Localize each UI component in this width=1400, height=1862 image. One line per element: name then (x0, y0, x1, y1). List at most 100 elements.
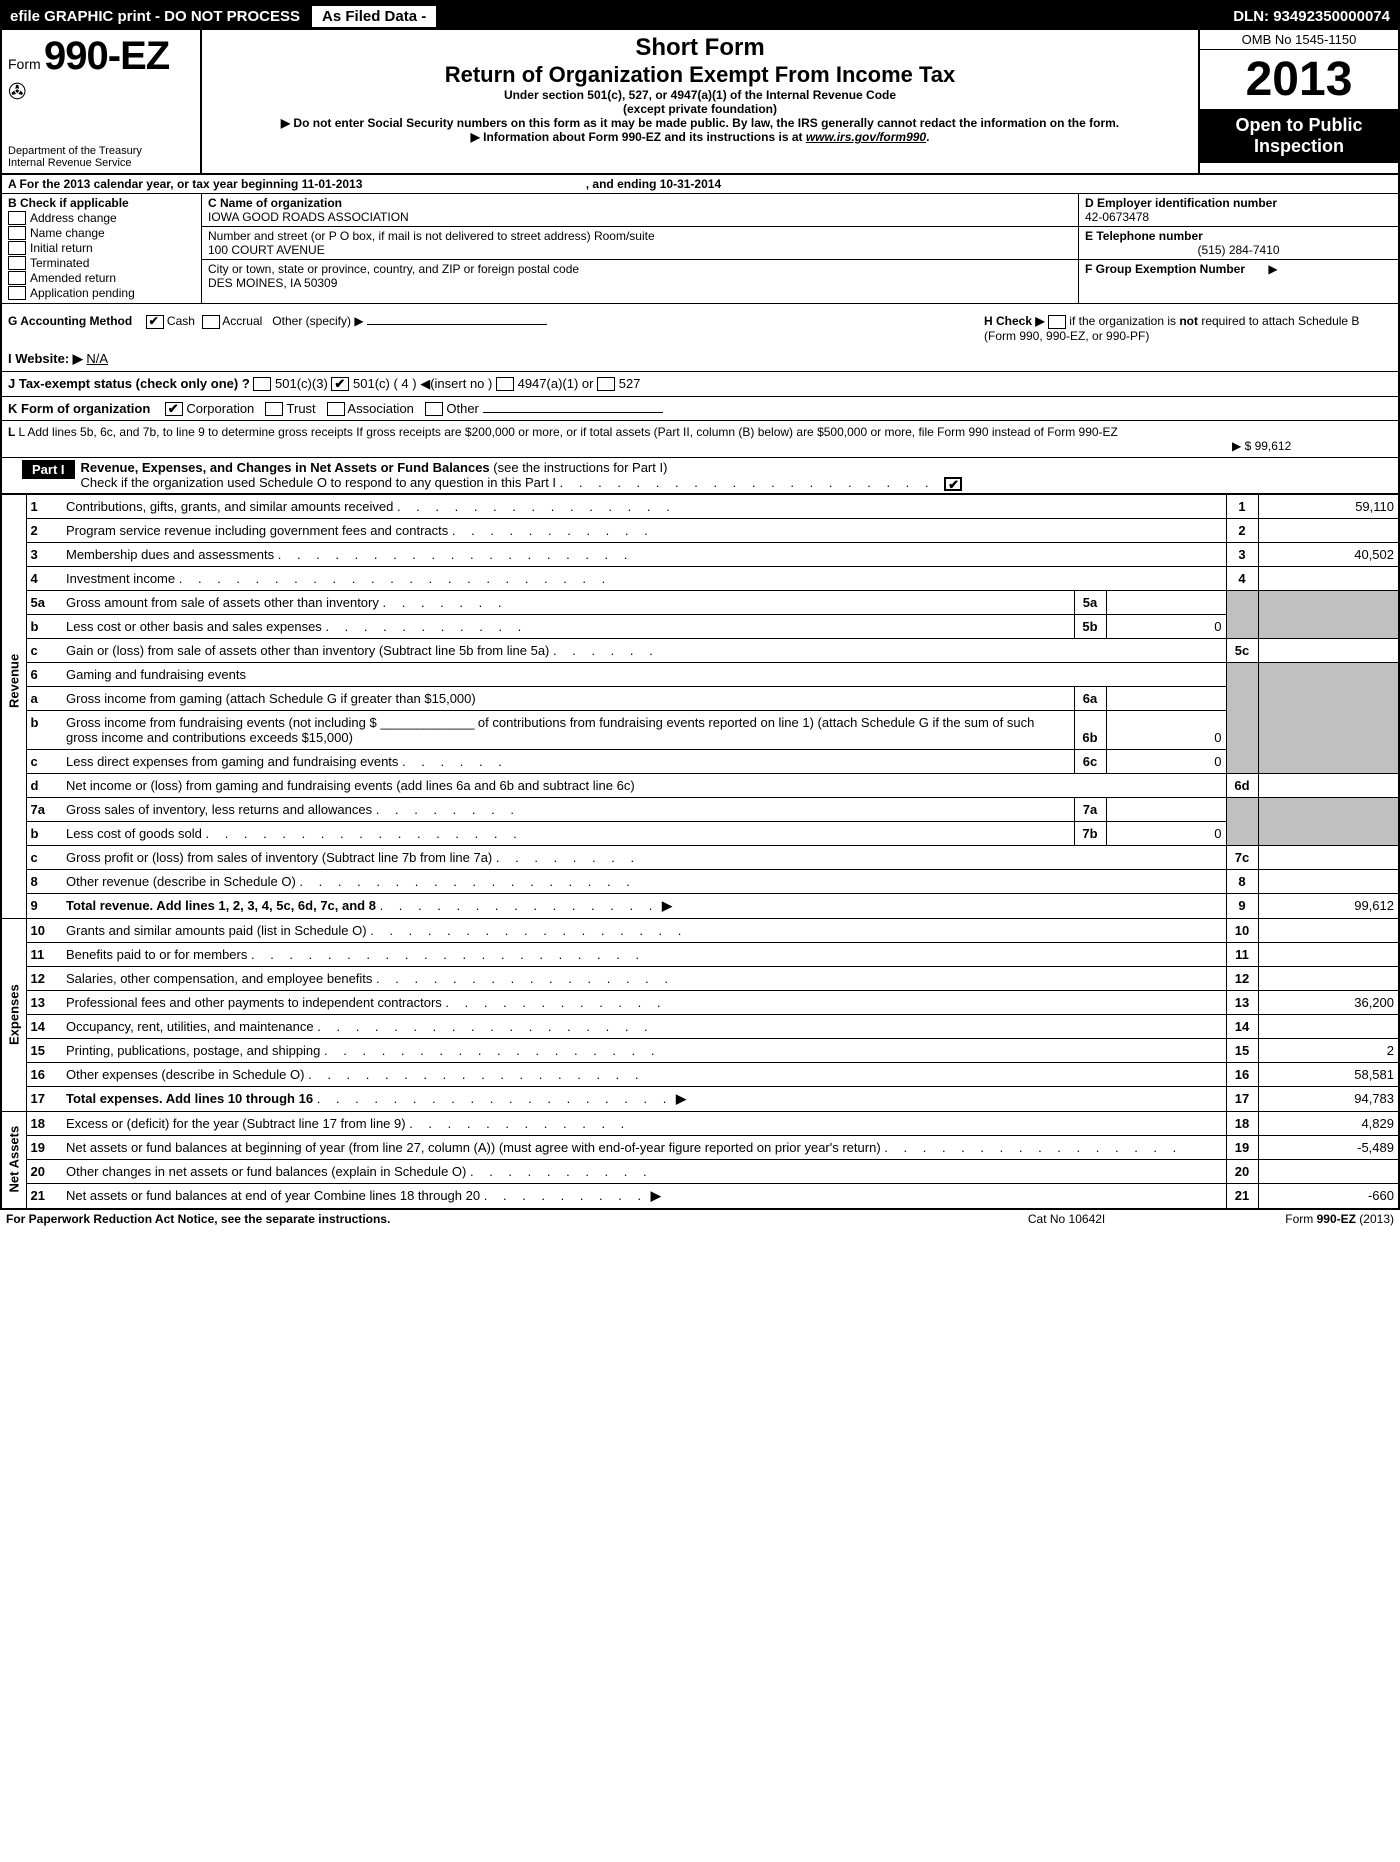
i-value: N/A (86, 351, 108, 366)
header-right: OMB No 1545-1150 2013 Open to Public Ins… (1198, 30, 1398, 173)
no-11: 11 (1226, 942, 1258, 966)
title-ssn-warning: ▶ Do not enter Social Security numbers o… (210, 116, 1190, 130)
k-label: K Form of organization (8, 401, 150, 416)
chk-h[interactable] (1048, 315, 1066, 329)
desc-5a: Gross amount from sale of assets other t… (66, 595, 379, 610)
row-l: L L Add lines 5b, 6c, and 7b, to line 9 … (2, 421, 1398, 458)
lbl-initial-return: Initial return (30, 241, 93, 255)
k-other-blank[interactable] (483, 412, 663, 413)
side-rev-end (2, 893, 26, 918)
chk-corp[interactable] (165, 402, 183, 416)
chk-accrual[interactable] (202, 315, 220, 329)
no-14: 14 (1226, 1014, 1258, 1038)
val-1: 59,110 (1258, 494, 1398, 518)
irs-seal-icon: ✇ (8, 79, 194, 105)
d-tel-value: (515) 284-7410 (1085, 243, 1392, 257)
lbl-assoc: Association (347, 401, 413, 416)
l-text: L Add lines 5b, 6c, and 7b, to line 9 to… (18, 425, 1117, 439)
ln-18: 18 (26, 1111, 62, 1135)
chk-4947[interactable] (496, 377, 514, 391)
header-center: Short Form Return of Organization Exempt… (202, 30, 1198, 173)
part1-header: Part I Revenue, Expenses, and Changes in… (2, 458, 1398, 494)
col-d-numbers: D Employer identification number 42-0673… (1078, 194, 1398, 303)
no-4: 4 (1226, 566, 1258, 590)
g-label: G Accounting Method (8, 314, 132, 328)
chk-cash[interactable] (146, 315, 164, 329)
desc-18: Excess or (deficit) for the year (Subtra… (66, 1116, 406, 1131)
section-gh: G Accounting Method Cash Accrual Other (… (2, 304, 1398, 347)
j-label: J Tax-exempt status (check only one) ? (8, 376, 250, 391)
chk-name-change[interactable] (8, 226, 26, 240)
chk-schedule-o[interactable] (944, 477, 962, 491)
row-j-status: J Tax-exempt status (check only one) ? 5… (2, 372, 1398, 397)
chk-501c3[interactable] (253, 377, 271, 391)
ln-7b: b (26, 821, 62, 845)
ln-6c: c (26, 749, 62, 773)
chk-527[interactable] (597, 377, 615, 391)
no-13: 13 (1226, 990, 1258, 1014)
desc-6d: Net income or (loss) from gaming and fun… (66, 778, 635, 793)
chk-terminated[interactable] (8, 256, 26, 270)
ln-15: 15 (26, 1038, 62, 1062)
d-ein-value: 42-0673478 (1085, 210, 1392, 224)
form-prefix: Form (8, 56, 41, 72)
part1-table: Revenue 1 Contributions, gifts, grants, … (2, 494, 1398, 1208)
desc-7c: Gross profit or (loss) from sales of inv… (66, 850, 492, 865)
val-7c (1258, 845, 1398, 869)
chk-app-pending[interactable] (8, 286, 26, 300)
form-990ez-page: efile GRAPHIC print - DO NOT PROCESS As … (0, 0, 1400, 1210)
chk-other-org[interactable] (425, 402, 443, 416)
sv-6c: 0 (1106, 749, 1226, 773)
chk-trust[interactable] (265, 402, 283, 416)
lbl-accrual: Accrual (222, 314, 262, 328)
sv-7b: 0 (1106, 821, 1226, 845)
ln-5a: 5a (26, 590, 62, 614)
val-18: 4,829 (1258, 1111, 1398, 1135)
chk-501c[interactable] (331, 377, 349, 391)
no-3: 3 (1226, 542, 1258, 566)
sv-6a (1106, 686, 1226, 710)
part1-sub: (see the instructions for Part I) (493, 460, 667, 475)
desc-11: Benefits paid to or for members (66, 947, 247, 962)
d-ein-label: D Employer identification number (1085, 196, 1392, 210)
no-5c: 5c (1226, 638, 1258, 662)
chk-amended[interactable] (8, 271, 26, 285)
lbl-name-change: Name change (30, 226, 105, 240)
lbl-4947: 4947(a)(1) or (518, 376, 594, 391)
chk-assoc[interactable] (327, 402, 345, 416)
lbl-other-org: Other (446, 401, 479, 416)
desc-15: Printing, publications, postage, and shi… (66, 1043, 320, 1058)
grey-6 (1226, 662, 1258, 773)
g-other-blank[interactable] (367, 324, 547, 325)
row-i-website: I Website: ▶ N/A (2, 347, 1398, 372)
part1-dots: . . . . . . . . . . . . . . . . . . . . (560, 475, 944, 490)
side-rev-cont (2, 869, 26, 893)
sn-7a: 7a (1074, 797, 1106, 821)
ln-10: 10 (26, 918, 62, 942)
sn-6b: 6b (1074, 710, 1106, 749)
chk-initial-return[interactable] (8, 241, 26, 255)
grey-7v (1258, 797, 1398, 845)
no-9: 9 (1226, 893, 1258, 918)
as-filed-label: As Filed Data - (310, 4, 438, 29)
val-11 (1258, 942, 1398, 966)
info-link[interactable]: www.irs.gov/form990 (806, 130, 926, 144)
val-12 (1258, 966, 1398, 990)
sv-7a (1106, 797, 1226, 821)
val-9: 99,612 (1258, 893, 1398, 918)
no-2: 2 (1226, 518, 1258, 542)
desc-6: Gaming and fundraising events (66, 667, 246, 682)
ln-6d: d (26, 773, 62, 797)
arrow-17: ▶ (676, 1091, 686, 1106)
desc-5b: Less cost or other basis and sales expen… (66, 619, 322, 634)
val-10 (1258, 918, 1398, 942)
line-a-begin: A For the 2013 calendar year, or tax yea… (8, 177, 362, 191)
val-15: 2 (1258, 1038, 1398, 1062)
d-grp-arrow: ▶ (1268, 262, 1277, 276)
chk-address-change[interactable] (8, 211, 26, 225)
line-a-end: , and ending 10-31-2014 (586, 177, 721, 191)
desc-6a: Gross income from gaming (attach Schedul… (66, 691, 476, 706)
ln-2: 2 (26, 518, 62, 542)
ln-6a: a (26, 686, 62, 710)
footer-catno: Cat No 10642I (1028, 1212, 1105, 1226)
